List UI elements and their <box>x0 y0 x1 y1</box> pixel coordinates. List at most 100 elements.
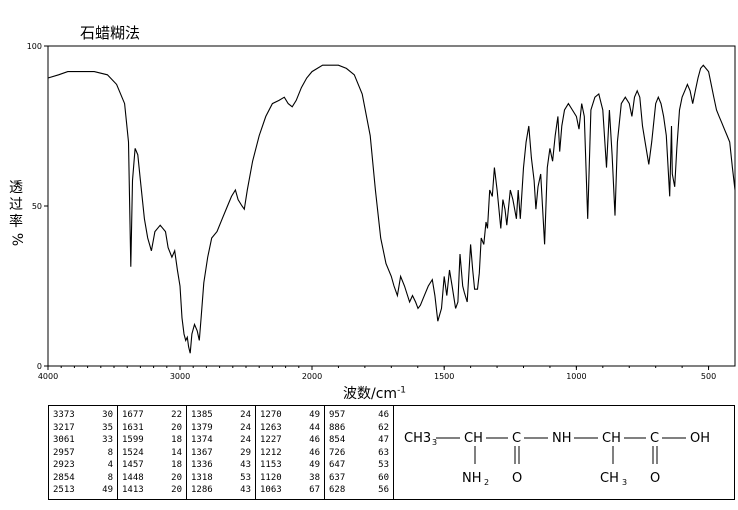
peak-wavenumber: 1212 <box>260 447 282 458</box>
peak-transmittance: 43 <box>240 460 251 470</box>
ir-spectrum-chart: 4000 3000 2000 1500 1000 500 0 50 100 <box>27 42 736 381</box>
peak-row: 886 62 <box>329 422 393 435</box>
peak-row: 1153 49 <box>260 459 324 472</box>
peak-row: 637 60 <box>329 472 393 485</box>
peak-wavenumber: 1524 <box>122 447 144 458</box>
peak-transmittance: 46 <box>309 447 320 458</box>
peak-transmittance: 18 <box>171 435 182 445</box>
peak-row: 2513 49 <box>53 484 117 497</box>
structure-nh: NH <box>552 431 572 446</box>
peak-transmittance: 33 <box>102 435 113 445</box>
peak-transmittance: 63 <box>378 447 389 458</box>
spectrum-line <box>47 64 736 354</box>
peak-wavenumber: 1374 <box>191 435 213 445</box>
peak-row: 2923 4 <box>53 459 117 472</box>
peak-wavenumber: 1270 <box>260 410 282 420</box>
structure-o-1: O <box>512 471 522 486</box>
peak-transmittance: 47 <box>378 435 389 445</box>
peak-wavenumber: 3373 <box>53 410 75 420</box>
peak-column: 1677 22 1631 20 1599 18 1524 14 1457 18 1448 20 1413… <box>118 406 187 499</box>
peak-wavenumber: 637 <box>329 472 346 483</box>
peak-transmittance: 49 <box>309 460 320 470</box>
peak-transmittance: 24 <box>240 435 251 445</box>
peak-wavenumber: 1063 <box>260 485 282 495</box>
x-axis-label-exponent: -1 <box>397 385 407 396</box>
peak-wavenumber: 1367 <box>191 447 213 458</box>
peak-transmittance: 4 <box>107 460 113 470</box>
peak-row: 1385 24 <box>191 409 255 422</box>
structure-o-2: O <box>650 471 660 486</box>
peak-transmittance: 20 <box>171 485 182 495</box>
peak-row: 628 56 <box>329 484 393 497</box>
peak-transmittance: 46 <box>309 435 320 445</box>
peak-row: 1336 43 <box>191 459 255 472</box>
peak-wavenumber: 1457 <box>122 460 144 470</box>
peak-transmittance: 53 <box>378 460 389 470</box>
structure-ch3-bottom: CH <box>600 471 619 486</box>
peak-row: 1367 29 <box>191 447 255 460</box>
peak-transmittance: 20 <box>171 422 182 433</box>
y-axis-label-char: 透 <box>9 180 23 196</box>
peak-transmittance: 43 <box>240 485 251 495</box>
peak-wavenumber: 3061 <box>53 435 75 445</box>
x-axis-label-text: 波数/cm <box>343 386 398 402</box>
peak-transmittance: 22 <box>171 410 182 420</box>
peak-row: 1318 53 <box>191 472 255 485</box>
peak-row: 1599 18 <box>122 434 186 447</box>
peak-wavenumber: 726 <box>329 447 346 458</box>
peak-transmittance: 62 <box>378 422 389 433</box>
peak-wavenumber: 628 <box>329 485 346 495</box>
structure-ch3-left: CH3 <box>404 431 431 446</box>
peak-row: 1413 20 <box>122 484 186 497</box>
peak-wavenumber: 854 <box>329 435 346 445</box>
peak-transmittance: 20 <box>171 472 182 483</box>
peak-wavenumber: 1413 <box>122 485 144 495</box>
peak-row: 1212 46 <box>260 447 324 460</box>
peak-column: 1270 49 1263 44 1227 46 1212 46 1153 49 1120 38 1063… <box>256 406 325 499</box>
peak-row: 3217 35 <box>53 422 117 435</box>
peak-wavenumber: 2854 <box>53 472 75 483</box>
peak-wavenumber: 2957 <box>53 447 75 458</box>
peak-transmittance: 49 <box>309 410 320 420</box>
peak-wavenumber: 1385 <box>191 410 213 420</box>
y-axis-label: 透 过 率 % <box>6 180 26 248</box>
y-tick-label: 50 <box>32 202 42 211</box>
peak-wavenumber: 1263 <box>260 422 282 433</box>
peak-transmittance: 29 <box>240 447 251 458</box>
peak-wavenumber: 957 <box>329 410 346 420</box>
y-axis-label-char: 率 <box>9 214 23 230</box>
peak-row: 1063 67 <box>260 484 324 497</box>
peak-row: 1524 14 <box>122 447 186 460</box>
peak-wavenumber: 1286 <box>191 485 213 495</box>
peak-transmittance: 8 <box>107 472 113 483</box>
structure-ch3-left-subscript: 3 <box>432 438 437 447</box>
peak-transmittance: 24 <box>240 410 251 420</box>
peak-row: 854 47 <box>329 434 393 447</box>
y-tick-label: 100 <box>27 42 42 51</box>
peak-row: 1379 24 <box>191 422 255 435</box>
molecular-structure: CH3 CH C NH CH C OH NH O CH <box>404 431 710 487</box>
peak-row: 2957 8 <box>53 447 117 460</box>
peak-transmittance: 49 <box>102 485 113 495</box>
x-tick-label: 500 <box>701 372 716 381</box>
structure-nh2: NH <box>462 471 482 486</box>
peak-wavenumber: 1153 <box>260 460 282 470</box>
peak-wavenumber: 1448 <box>122 472 144 483</box>
peak-row: 3373 30 <box>53 409 117 422</box>
peak-row: 1631 20 <box>122 422 186 435</box>
peak-transmittance: 44 <box>309 422 320 433</box>
peak-transmittance: 18 <box>171 460 182 470</box>
peak-wavenumber: 647 <box>329 460 346 470</box>
peak-row: 726 63 <box>329 447 393 460</box>
structure-ch3-left-text: CH3 <box>404 431 431 446</box>
structure-c-2: C <box>650 431 659 446</box>
peak-row: 1374 24 <box>191 434 255 447</box>
peak-column: 1385 24 1379 24 1374 24 1367 29 1336 43 1318 53 1286… <box>187 406 256 499</box>
peak-wavenumber: 1631 <box>122 422 144 433</box>
peak-table: 3373 30 3217 35 3061 33 2957 8 2923 4 2854 8 2513 49 1… <box>48 405 394 500</box>
structure-nh2-text: NH <box>462 471 482 486</box>
peak-row: 2854 8 <box>53 472 117 485</box>
x-tick-label: 1000 <box>566 372 586 381</box>
x-tick-label: 2000 <box>302 372 322 381</box>
peak-row: 1227 46 <box>260 434 324 447</box>
